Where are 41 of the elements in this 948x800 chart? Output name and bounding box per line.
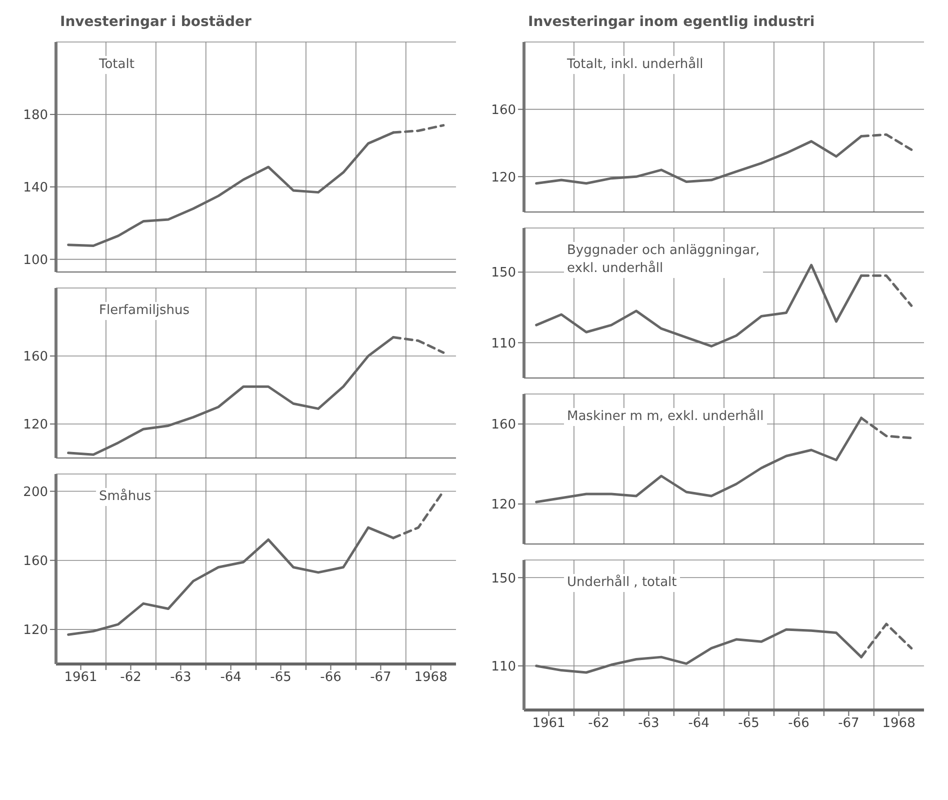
text: Byggnader och anläggningar, exkl. underhåll <box>564 242 763 278</box>
x-tick-label: -65 <box>738 716 760 732</box>
text: Småhus <box>96 488 154 506</box>
text: Totalt, inkl. underhåll <box>564 56 706 74</box>
y-tick-label: 200 <box>23 484 48 500</box>
y-tick-label: 160 <box>491 102 516 118</box>
y-tick-label: 160 <box>491 418 516 433</box>
chart-title: Investeringar inom egentlig industri <box>527 13 816 32</box>
x-tick-label: -62 <box>120 670 142 686</box>
x-tick-label: 1961 <box>532 716 566 732</box>
y-tick-label: 140 <box>23 180 48 196</box>
y-tick-label: 120 <box>491 498 516 513</box>
x-tick-label: -64 <box>220 670 242 686</box>
x-tick-label: 1961 <box>64 670 98 686</box>
y-tick-label: 100 <box>23 252 48 268</box>
y-tick-label: 160 <box>23 350 48 365</box>
y-tick-label: 120 <box>23 418 48 433</box>
text: Underhåll , totalt <box>564 574 680 592</box>
y-tick-label: 160 <box>23 554 48 569</box>
y-tick-label: 120 <box>23 623 48 638</box>
chart-title: Investeringar i bostäder <box>59 13 252 32</box>
x-tick-label: 1968 <box>882 716 916 732</box>
x-tick-label: -67 <box>370 670 392 686</box>
x-tick-label: -65 <box>270 670 292 686</box>
y-tick-label: 180 <box>23 108 48 124</box>
x-tick-label: 1968 <box>414 670 448 686</box>
x-tick-label: -63 <box>638 716 660 732</box>
y-tick-label: 110 <box>491 336 516 352</box>
x-tick-label: -62 <box>588 716 610 732</box>
x-tick-label: -64 <box>688 716 710 732</box>
text: Flerfamiljshus <box>96 302 192 320</box>
y-tick-label: 120 <box>491 170 516 186</box>
y-tick-label: 150 <box>491 266 516 281</box>
x-tick-label: -66 <box>788 716 810 732</box>
text: Totalt <box>96 56 138 74</box>
y-tick-label: 150 <box>491 571 516 586</box>
x-tick-label: -66 <box>320 670 342 686</box>
x-tick-label: -67 <box>838 716 860 732</box>
text: Maskiner m m, exkl. underhåll <box>564 408 767 426</box>
y-tick-label: 110 <box>491 659 516 674</box>
x-tick-label: -63 <box>170 670 192 686</box>
